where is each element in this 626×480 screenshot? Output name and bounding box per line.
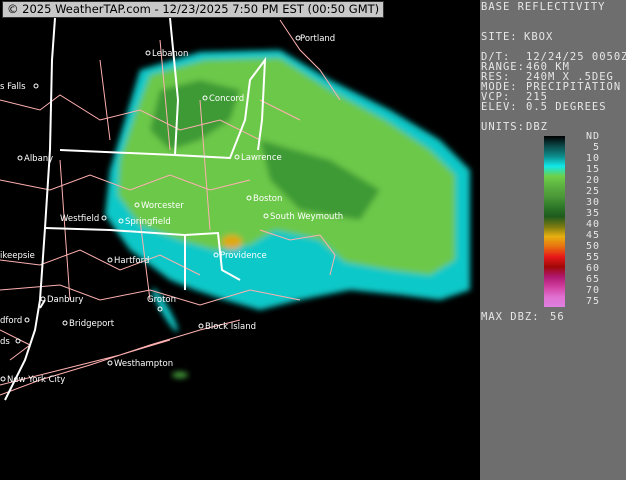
city-bridgeport: Bridgeport bbox=[62, 319, 115, 329]
city-markers: Lebanon Portland s Falls Concord Albany … bbox=[0, 34, 343, 385]
city-boston: Boston bbox=[246, 194, 282, 204]
svg-text:Boston: Boston bbox=[253, 194, 282, 204]
svg-text:ikeepsie: ikeepsie bbox=[0, 251, 35, 261]
vcp-value: 215 bbox=[526, 91, 548, 103]
city-partial: ds bbox=[0, 337, 21, 347]
city-portland: Portland bbox=[295, 34, 335, 44]
scale-tick-label: 40 bbox=[585, 219, 600, 230]
scale-tick-label: 50 bbox=[585, 241, 600, 252]
dt-label: D/T: bbox=[481, 51, 511, 63]
svg-text:Block Island: Block Island bbox=[205, 322, 256, 332]
scale-tick-label: 60 bbox=[585, 263, 600, 274]
info-panel: BASE REFLECTIVITY SITE: KBOX D/T: 12/24/… bbox=[480, 0, 626, 480]
city-concord: Concord bbox=[202, 94, 244, 104]
scale-tick-label: 25 bbox=[585, 186, 600, 197]
svg-text:Westhampton: Westhampton bbox=[114, 359, 173, 369]
vcp-label: VCP: bbox=[481, 91, 511, 103]
svg-text:Portland: Portland bbox=[300, 34, 335, 44]
max-dbz-label: MAX DBZ: bbox=[481, 311, 540, 323]
city-stamford: dford bbox=[0, 316, 30, 326]
city-danbury: Danbury bbox=[40, 295, 83, 305]
scale-tick-label: 55 bbox=[585, 252, 600, 263]
echo-band bbox=[152, 288, 178, 332]
scale-tick-label: 75 bbox=[585, 296, 600, 307]
site-value: KBOX bbox=[524, 31, 554, 43]
city-albany: Albany bbox=[17, 154, 53, 164]
svg-text:South Weymouth: South Weymouth bbox=[270, 212, 343, 222]
scale-tick-label: 45 bbox=[585, 230, 600, 241]
color-scale-bar bbox=[544, 136, 565, 307]
city-block-island: Block Island bbox=[198, 322, 256, 332]
svg-text:Lawrence: Lawrence bbox=[241, 153, 282, 163]
product-title: BASE REFLECTIVITY bbox=[481, 1, 606, 13]
scale-tick-label: 20 bbox=[585, 175, 600, 186]
scale-tick-label: 30 bbox=[585, 197, 600, 208]
svg-text:New York City: New York City bbox=[7, 375, 65, 385]
svg-text:Bridgeport: Bridgeport bbox=[69, 319, 115, 329]
scale-tick-label: 15 bbox=[585, 164, 600, 175]
range-label: RANGE: bbox=[481, 61, 525, 73]
site-label: SITE: bbox=[481, 31, 518, 43]
elev-label: ELEV: bbox=[481, 101, 518, 113]
scale-tick-label: 65 bbox=[585, 274, 600, 285]
units-label: UNITS: bbox=[481, 121, 525, 133]
range-value: 460 KM bbox=[526, 61, 570, 73]
svg-text:Providence: Providence bbox=[220, 251, 267, 261]
echo-band bbox=[172, 372, 188, 378]
units-value: DBZ bbox=[526, 121, 548, 133]
scale-tick-label: 70 bbox=[585, 285, 600, 296]
city-lawrence: Lawrence bbox=[234, 153, 282, 163]
svg-text:Lebanon: Lebanon bbox=[152, 49, 188, 59]
svg-text:Westfield: Westfield bbox=[60, 214, 99, 224]
dt-value: 12/24/25 0050Z bbox=[526, 51, 626, 63]
state-lines bbox=[4, 17, 267, 401]
mode-value: PRECIPITATION bbox=[526, 81, 622, 93]
echo-heavy bbox=[222, 235, 242, 249]
radar-map[interactable]: Lebanon Portland s Falls Concord Albany … bbox=[0, 0, 480, 480]
city-groton: Groton bbox=[147, 295, 176, 312]
mode-label: MODE: bbox=[481, 81, 518, 93]
svg-text:Worcester: Worcester bbox=[141, 201, 184, 211]
svg-text:Hartford: Hartford bbox=[114, 256, 149, 266]
svg-text:Groton: Groton bbox=[147, 295, 176, 305]
svg-text:Springfield: Springfield bbox=[125, 217, 171, 227]
city-westhampton: Westhampton bbox=[107, 359, 173, 369]
res-value: 240M X .5DEG bbox=[526, 71, 614, 83]
city-westfield: Westfield bbox=[60, 214, 107, 224]
echo-strong bbox=[150, 80, 240, 150]
county-lines bbox=[0, 19, 341, 396]
city-new-york: New York City bbox=[0, 375, 65, 385]
svg-text:ds: ds bbox=[0, 337, 10, 347]
svg-text:Albany: Albany bbox=[24, 154, 53, 164]
city-worcester: Worcester bbox=[134, 201, 184, 211]
echo-strong bbox=[260, 140, 380, 220]
timestamp-banner: © 2025 WeatherTAP.com - 12/23/2025 7:50 … bbox=[2, 1, 385, 18]
svg-text:Danbury: Danbury bbox=[47, 295, 83, 305]
svg-text:dford: dford bbox=[0, 316, 22, 326]
city-glens-falls: s Falls bbox=[0, 82, 39, 92]
city-south-weymouth: South Weymouth bbox=[263, 212, 343, 222]
city-springfield: Springfield bbox=[118, 217, 171, 227]
res-label: RES: bbox=[481, 71, 511, 83]
precipitation-echoes bbox=[105, 50, 470, 378]
scale-tick-label: ND bbox=[585, 131, 600, 142]
city-hartford: Hartford bbox=[107, 256, 149, 266]
city-providence: Providence bbox=[213, 251, 267, 261]
city-poughkeepsie: ikeepsie bbox=[0, 251, 35, 261]
scale-tick-label: 5 bbox=[592, 142, 600, 153]
scale-tick-label: 10 bbox=[585, 153, 600, 164]
scale-tick-label: 35 bbox=[585, 208, 600, 219]
elev-value: 0.5 DEGREES bbox=[526, 101, 607, 113]
max-dbz-value: 56 bbox=[550, 311, 565, 323]
city-lebanon: Lebanon bbox=[145, 49, 188, 59]
svg-text:Concord: Concord bbox=[209, 94, 244, 104]
svg-text:s Falls: s Falls bbox=[0, 82, 26, 92]
